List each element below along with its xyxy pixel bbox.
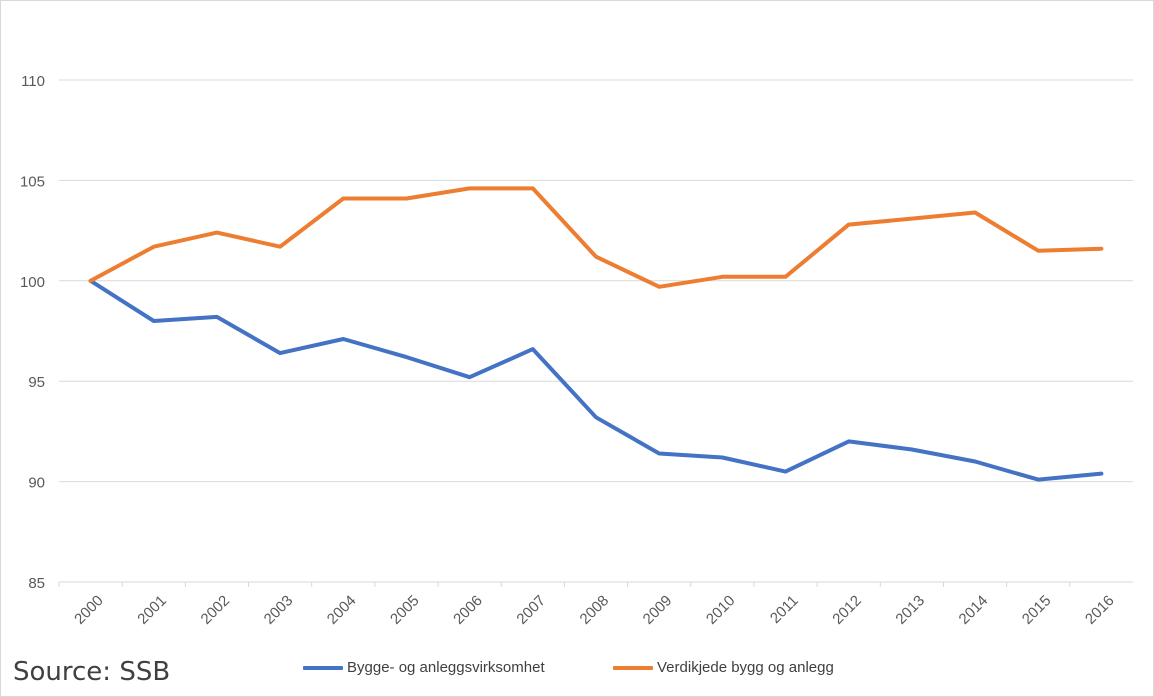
legend-swatch-series-2 (613, 665, 653, 670)
x-tick-label: 2008 (577, 592, 613, 628)
x-tick-label: 2009 (640, 592, 676, 628)
x-tick-label: 2003 (261, 592, 297, 628)
series-line-1 (88, 278, 1104, 482)
x-tick-label: 2006 (450, 592, 486, 628)
y-tick-label: 100 (20, 274, 45, 291)
x-tick-label: 2014 (956, 592, 992, 628)
legend-item-series-2: Verdikjede bygg og anlegg (613, 659, 834, 676)
y-axis-ticks: 85 90 95 100 105 110 (20, 73, 45, 592)
x-tick-label: 2004 (324, 592, 360, 628)
y-tick-label: 110 (21, 73, 45, 90)
x-tick-label: 2012 (829, 592, 865, 628)
x-tick-label: 2013 (892, 592, 928, 628)
series-line-2 (88, 186, 1104, 289)
y-tick-label: 95 (28, 374, 45, 391)
legend-label-series-1: Bygge- og anleggsvirksomhet (347, 659, 545, 676)
legend: Bygge- og anleggsvirksomhet Verdikjede b… (1, 659, 1154, 681)
y-tick-label: 85 (28, 575, 45, 592)
line-chart: 85 90 95 100 105 110 2000 2001 2002 2003 2004 2005… (20, 73, 1133, 628)
y-tick-label: 105 (20, 173, 45, 190)
legend-swatch-series-1 (303, 665, 343, 670)
x-tick-label: 2011 (767, 592, 802, 627)
gridlines (59, 79, 1133, 583)
x-tick-label: 2016 (1082, 592, 1118, 628)
x-tick-label: 2007 (513, 592, 549, 628)
x-axis-ticks: 2000 2001 2002 2003 2004 2005 2006 2007 2008 2009… (58, 582, 1118, 628)
source-label: Source: SSB (13, 657, 171, 687)
x-tick-label: 2010 (703, 592, 739, 628)
x-tick-label: 2002 (198, 592, 234, 628)
x-tick-label: 2005 (387, 592, 423, 628)
series-lines (88, 186, 1104, 482)
x-tick-label: 2000 (71, 592, 107, 628)
x-tick-label: 2015 (1019, 592, 1055, 628)
x-tick-label: 2001 (134, 592, 170, 628)
y-tick-label: 90 (28, 475, 45, 492)
legend-item-series-1: Bygge- og anleggsvirksomhet (303, 659, 545, 676)
legend-label-series-2: Verdikjede bygg og anlegg (657, 659, 834, 676)
